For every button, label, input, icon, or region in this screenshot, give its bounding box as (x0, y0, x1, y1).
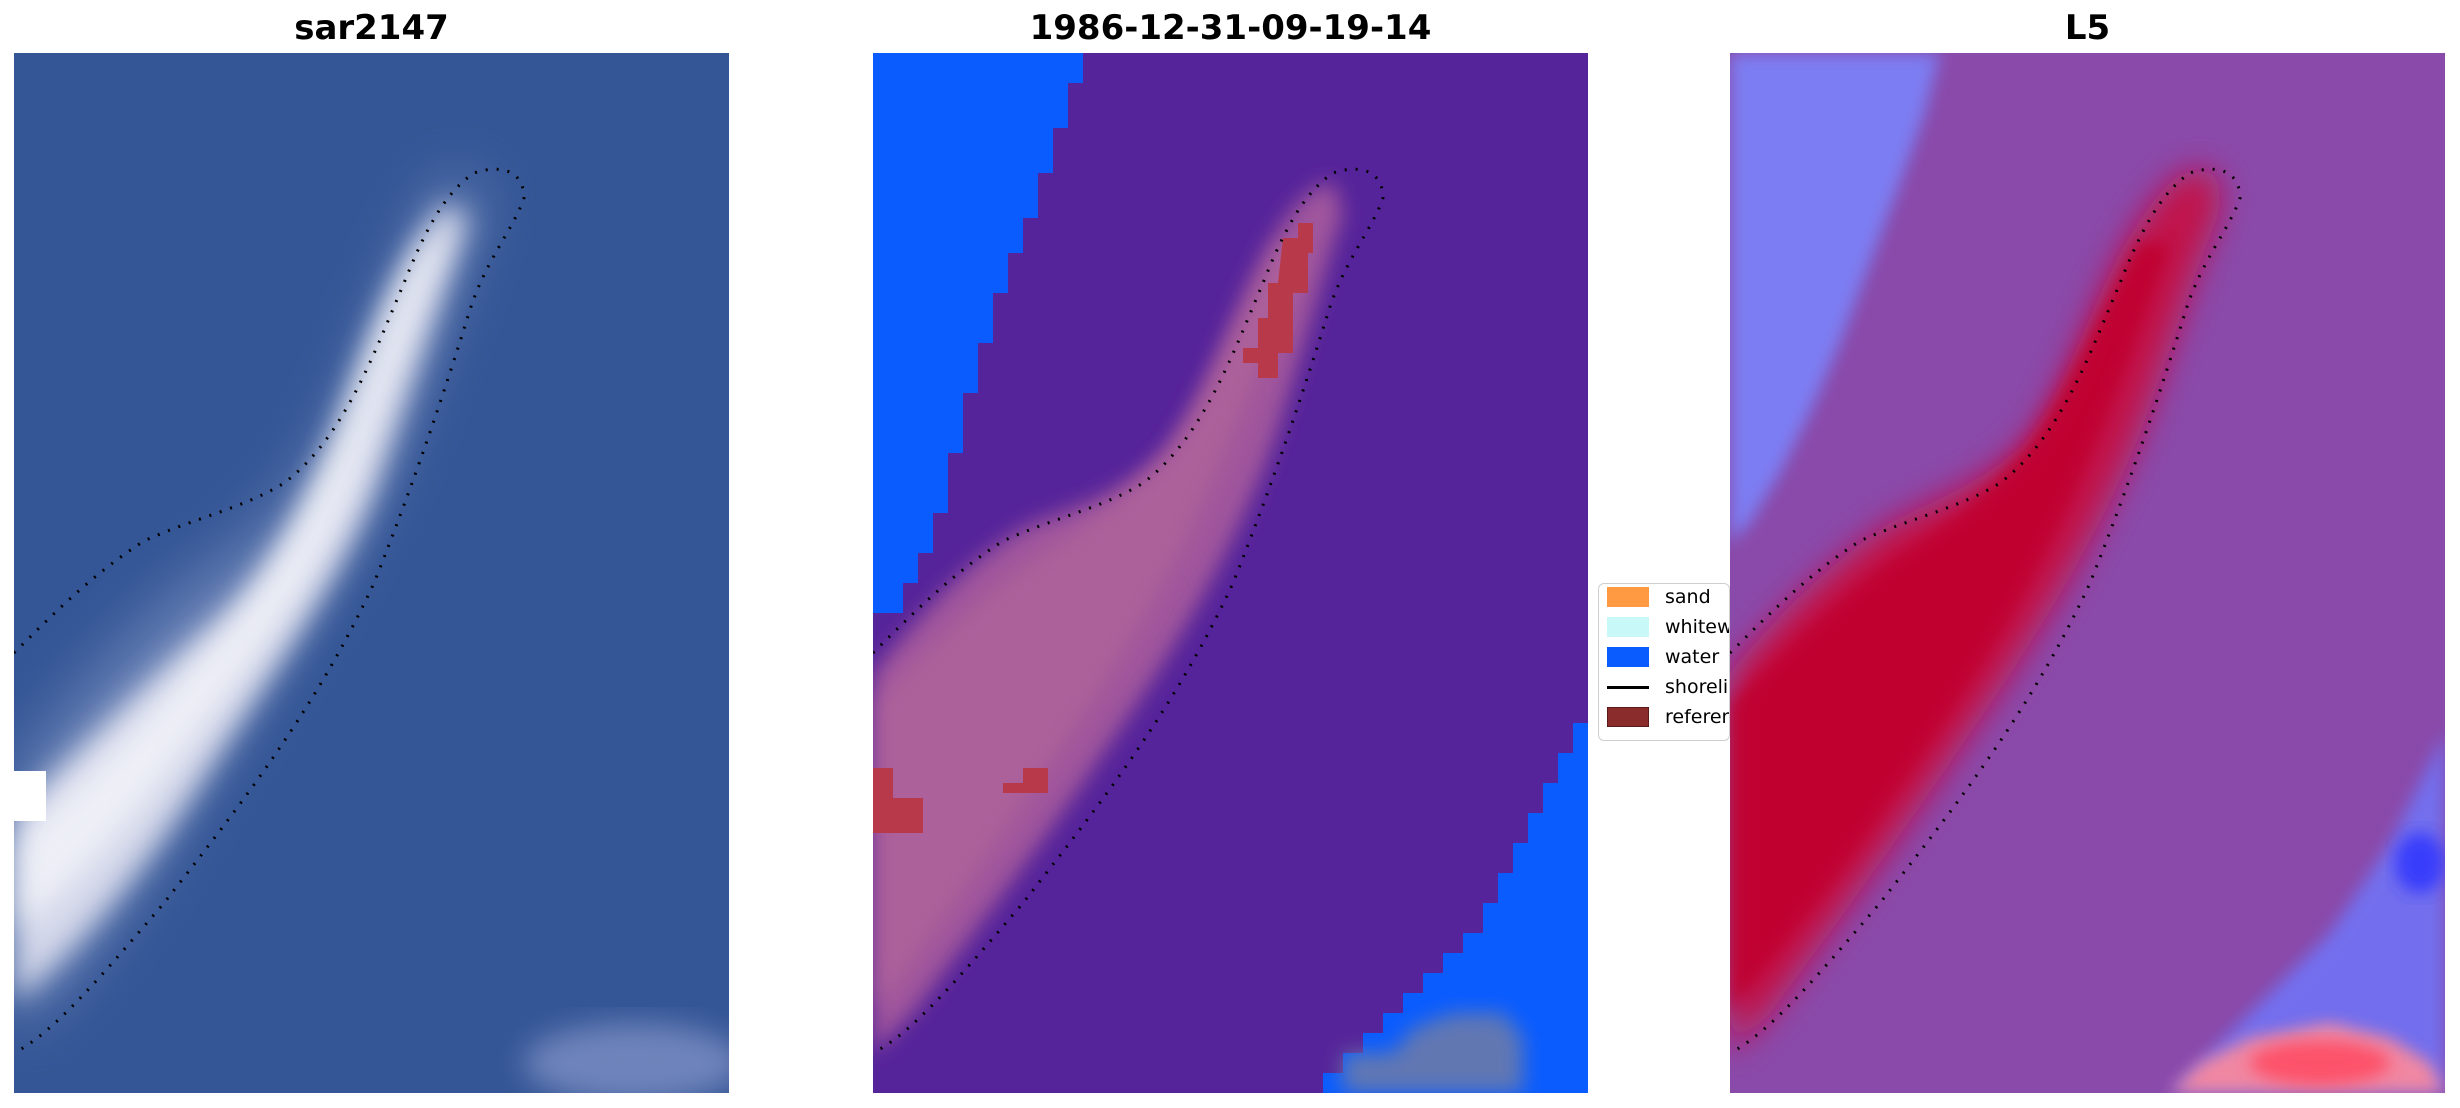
classification-image (873, 53, 1588, 1093)
panel-title-index: L5 (2064, 8, 2111, 48)
legend-item-shoreline: shoreline (1607, 675, 1729, 699)
water-swatch-icon (1607, 647, 1649, 667)
shoreline-overlay (1730, 167, 2242, 1055)
panel-title-classification: 1986-12-31-09-19-14 (1029, 8, 1432, 48)
legend-label-shoreline: shoreline (1665, 676, 1729, 698)
legend-item-reference-shoreline: reference shoreline (1607, 705, 1729, 729)
shoreline-overlay (14, 167, 526, 1055)
index-panel (1730, 53, 2445, 1093)
panel-title-rgb: sar2147 (294, 8, 449, 48)
rgb-image (14, 53, 729, 1093)
shoreline-overlay (873, 167, 1385, 1055)
reference-shoreline-swatch-icon (1607, 707, 1649, 727)
legend-label-reference-shoreline: reference shoreline (1665, 706, 1729, 728)
index-image (1730, 53, 2445, 1093)
classification-panel (873, 53, 1588, 1093)
legend-item-sand: sand (1607, 585, 1711, 609)
whitewater-swatch-icon (1607, 617, 1649, 637)
shoreline-line-icon (1607, 685, 1649, 689)
legend-item-water: water (1607, 645, 1719, 669)
legend-label-sand: sand (1665, 586, 1711, 608)
legend-label-water: water (1665, 646, 1720, 668)
rgb-image-panel (14, 53, 729, 1093)
sand-swatch-icon (1607, 587, 1649, 607)
